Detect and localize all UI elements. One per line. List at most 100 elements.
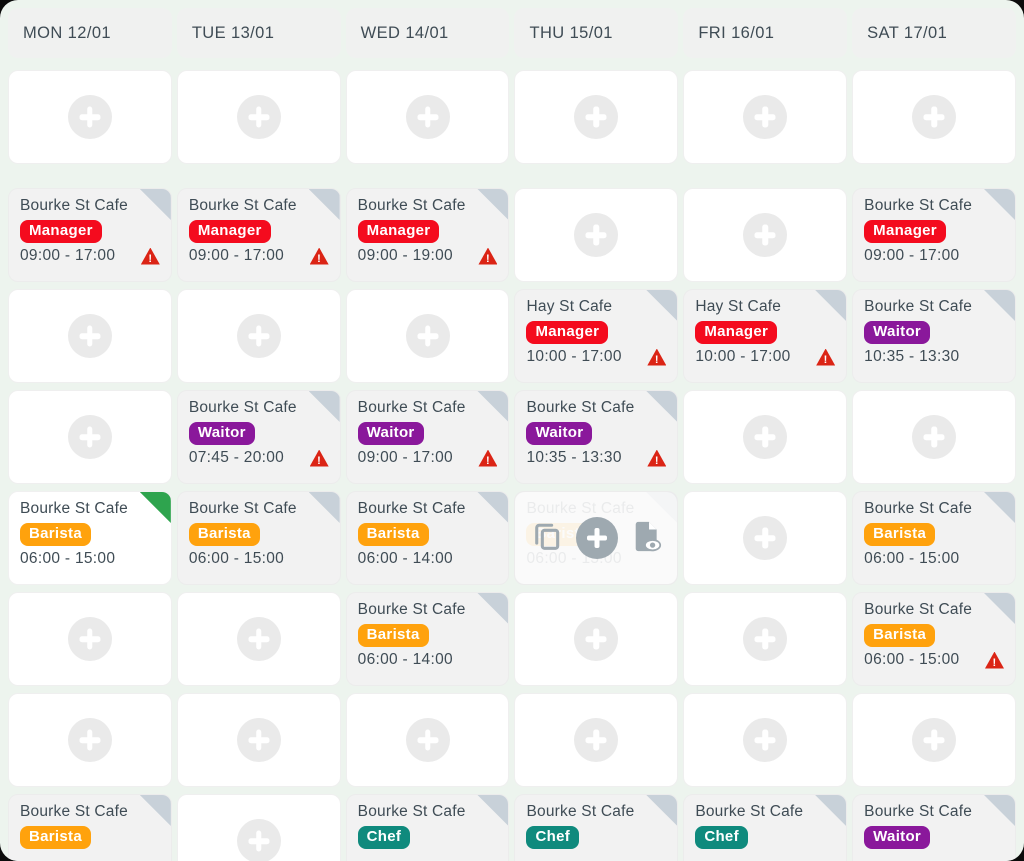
plus-icon [574,213,619,257]
shift-role-badge: Waitor [864,321,931,344]
plus-icon [236,314,281,358]
add-shift-card[interactable] [852,390,1016,484]
add-shift-card[interactable] [8,289,172,383]
shift-card[interactable]: Bourke St Cafe Waitor [852,794,1016,861]
shift-card-content: Bourke St Cafe Barista 06:00 - 14:00 [357,500,498,568]
shift-card-content: Hay St Cafe Manager 10:00 - 17:00 [526,298,667,366]
shift-role-badge: Waitor [357,422,424,445]
shift-card-content: Bourke St Cafe Manager 09:00 - 17:00 [864,197,1004,265]
shift-location: Bourke St Cafe [357,399,466,416]
schedule-row [8,70,1016,164]
shift-location: Bourke St Cafe [357,601,466,618]
add-shift-card[interactable] [683,188,848,282]
shift-card[interactable]: Bourke St Cafe Waitor 09:00 - 17:00 [345,390,510,484]
shift-location: Bourke St Cafe [20,197,128,214]
day-header-wed: WED 14/01 [345,8,510,58]
day-header-thu: THU 15/01 [514,8,679,58]
shift-card[interactable]: Hay St Cafe Manager 10:00 - 17:00 [514,289,679,383]
shift-location: Bourke St Cafe [864,298,973,315]
shift-location: Bourke St Cafe [864,197,973,214]
shift-card[interactable]: Bourke St Cafe Manager 09:00 - 19:00 [345,188,510,282]
add-shift-card[interactable] [176,70,341,164]
shift-card[interactable]: Bourke St Cafe Chef [514,794,679,861]
add-shift-card[interactable] [176,289,341,383]
add-shift-card[interactable] [176,592,341,686]
add-shift-card[interactable] [8,592,172,686]
shift-card[interactable]: Bourke St Cafe Barista 06:00 - 14:00 [345,491,510,585]
shift-card[interactable]: Bourke St Cafe Manager 09:00 - 17:00 [8,188,172,282]
add-shift-card[interactable] [683,390,848,484]
shift-location: Bourke St Cafe [526,399,635,416]
add-shift-card[interactable] [683,491,848,585]
add-shift-card[interactable] [514,693,679,787]
add-shift-card[interactable] [345,289,510,383]
shift-card[interactable]: Bourke St Cafe Barista 06:00 - 14:00 [345,592,510,686]
add-shift-card[interactable] [345,693,510,787]
shift-location: Bourke St Cafe [188,500,297,517]
shift-location: Bourke St Cafe [864,803,973,820]
warning-triangle-icon [140,247,160,265]
plus-icon [574,617,619,661]
add-shift-card[interactable] [8,693,172,787]
shift-location: Bourke St Cafe [526,803,635,820]
shift-location: Bourke St Cafe [357,803,466,820]
plus-icon [236,718,281,762]
shift-card[interactable]: Bourke St Cafe Waitor 10:35 - 13:30 [852,289,1016,383]
shift-card-content: Bourke St Cafe Waitor [864,803,1004,853]
shift-card[interactable]: Bourke St Cafe Waitor 10:35 - 13:30 [514,390,679,484]
shift-role-badge: Manager [526,321,609,344]
shift-time: 10:35 - 13:30 [864,348,960,365]
schedule-row: Bourke St Cafe Barista Bourke St Cafe Chef B… [8,794,1016,861]
shift-card-content: Hay St Cafe Manager 10:00 - 17:00 [695,298,836,366]
copy-shift-button[interactable] [531,521,563,556]
plus-icon [574,718,619,762]
add-shift-card[interactable] [683,592,848,686]
shift-time: 09:00 - 17:00 [357,449,453,466]
plus-icon [743,415,788,459]
shift-card[interactable]: Hay St Cafe Manager 10:00 - 17:00 [683,289,848,383]
shift-card-content: Bourke St Cafe Barista 06:00 - 15:00 [20,500,160,568]
add-shift-button[interactable] [575,517,618,559]
shift-card[interactable]: Bourke St Cafe Manager 09:00 - 17:00 [852,188,1016,282]
add-shift-card[interactable] [345,70,510,164]
shift-role-badge: Waitor [526,422,593,445]
add-shift-card[interactable] [852,693,1016,787]
warning-triangle-icon [984,651,1004,669]
plus-icon [405,718,450,762]
plus-icon [405,314,450,358]
shift-card-content: Bourke St Cafe Barista 06:00 - 14:00 [357,601,498,669]
preview-shift-button[interactable] [631,520,662,556]
shift-role-badge: Manager [864,220,946,243]
document-eye-icon [631,520,662,556]
shift-location: Bourke St Cafe [188,197,297,214]
shift-card-content: Bourke St Cafe Waitor 10:35 - 13:30 [526,399,667,467]
add-shift-card[interactable] [176,693,341,787]
add-shift-card[interactable] [8,390,172,484]
add-shift-card[interactable] [683,693,848,787]
add-shift-card[interactable] [852,70,1016,164]
shift-location: Bourke St Cafe [20,803,128,820]
shift-card-content: Bourke St Cafe Waitor 10:35 - 13:30 [864,298,1004,366]
shift-location: Hay St Cafe [526,298,613,315]
add-shift-card[interactable] [514,188,679,282]
shift-card[interactable]: Bourke St Cafe Manager 09:00 - 17:00 [176,188,341,282]
add-shift-card[interactable] [176,794,341,861]
day-header-row: MON 12/01 TUE 13/01 WED 14/01 THU 15/01 … [8,8,1016,58]
add-shift-card[interactable] [514,70,679,164]
shift-card[interactable]: Bourke St Cafe Chef [345,794,510,861]
add-shift-card[interactable] [683,70,848,164]
add-shift-card[interactable] [8,70,172,164]
shift-card[interactable]: Bourke St Cafe Chef [683,794,848,861]
shift-time: 09:00 - 17:00 [864,247,960,264]
shift-card[interactable]: Bourke St Cafe Barista [8,794,172,861]
shift-card[interactable]: Bourke St Cafe Waitor 07:45 - 20:00 [176,390,341,484]
add-shift-card[interactable] [514,592,679,686]
plus-icon [236,617,281,661]
shift-location: Bourke St Cafe [864,601,973,618]
